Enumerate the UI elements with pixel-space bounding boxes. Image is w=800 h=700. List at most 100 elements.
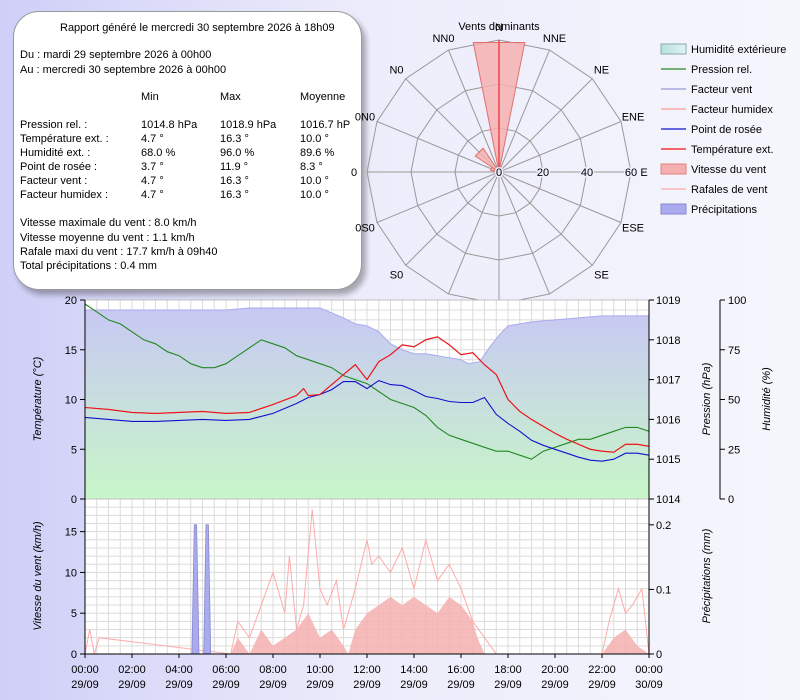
polar-direction-label-n0: N0 [389,65,403,77]
row-label-humidex: Facteur humidex : [20,189,109,201]
wind-avg-text: Vitesse moyenne du vent : 1.1 km/h [20,232,195,244]
row-avg-humidity: 89.6 % [300,147,335,159]
tick-label-humidity-100: 100 [728,295,746,307]
tick-label-pressure-1014: 1014 [656,494,680,506]
tick-label-precipitation-0-1: 0.1 [656,584,671,596]
tick-label-precipitation-0: 0 [656,649,662,661]
polar-sector-n0 [474,147,500,173]
row-avg-humidex: 10.0 ° [300,189,329,201]
polar-direction-label-s0: S0 [390,270,403,282]
polar-spoke-ne [498,78,593,173]
row-label-pressure: Pression rel. : [20,119,88,131]
tick-label-time: 10:00 [306,664,334,676]
axis-title-pressure: Pression (hPa) [701,362,713,435]
tick-label-date: 29/09 [447,679,475,691]
tick-label-wind-10: 10 [65,567,77,579]
row-max-dewpoint: 11.9 ° [220,161,249,173]
polar-spoke-nn0 [448,49,500,173]
tick-label-date: 29/09 [212,679,240,691]
tick-label-time: 20:00 [541,664,569,676]
period-to: Au : mercredi 30 septembre 2026 à 00h00 [20,64,227,76]
tick-label-temperature-5: 5 [71,444,77,456]
row-label-temperature: Température ext. : [20,133,109,145]
legend-label-vitesse-du-vent: Vitesse du vent [691,164,766,176]
col-min-header: Min [141,91,159,103]
tick-label-humidity-0: 0 [728,494,734,506]
polar-direction-label-e: E [640,167,647,179]
rain-total-text: Total précipitations : 0.4 mm [20,260,157,272]
tick-label-time: 12:00 [353,664,381,676]
row-max-windchill: 16.3 ° [220,175,249,187]
tick-label-temperature-0: 0 [71,494,77,506]
tick-label-date: 29/09 [353,679,381,691]
row-avg-dewpoint: 8.3 ° [300,161,323,173]
axis-title-temperature: Température (°C) [32,356,44,441]
row-max-humidity: 96.0 % [220,147,255,159]
tick-label-time: 18:00 [494,664,522,676]
polar-radial-tick-0: 0 [496,167,502,179]
tick-label-humidity-75: 75 [728,345,740,357]
tick-label-pressure-1017: 1017 [656,375,680,387]
col-avg-header: Moyenne [300,91,346,103]
polar-spoke-0s0 [376,171,500,223]
polar-title: Vents dominants [458,21,540,33]
polar-direction-label-nn0: NN0 [432,33,454,45]
row-label-dewpoint: Point de rosée : [20,161,98,173]
tick-label-wind-5: 5 [71,608,77,620]
tick-label-time: 14:00 [400,664,428,676]
series-area-vitesse-du-vent [85,596,649,654]
row-min-dewpoint: 3.7 ° [141,161,164,173]
tick-label-wind-15: 15 [65,527,77,539]
row-min-humidex: 4.7 ° [141,189,164,201]
tick-label-pressure-1018: 1018 [656,335,680,347]
tick-label-time: 00:00 [635,664,663,676]
polar-spoke-ese [498,171,622,223]
tick-label-time: 22:00 [588,664,616,676]
tick-label-time: 02:00 [118,664,146,676]
row-avg-windchill: 10.0 ° [300,175,329,187]
period-from: Du : mardi 29 septembre 2026 à 00h00 [20,49,212,61]
row-min-pressure: 1014.8 hPa [141,119,198,131]
polar-spoke-ss0 [448,171,500,295]
series-line-point-de-ros-e [84,379,650,462]
polar-spoke-s0 [405,171,500,266]
tick-label-date: 29/09 [71,679,99,691]
polar-direction-label-n: N [495,22,503,34]
legend-label-facteur-vent: Facteur vent [691,84,752,96]
tick-label-temperature-20: 20 [65,295,77,307]
series-line-pression-rel [84,303,650,460]
tick-label-date: 29/09 [541,679,569,691]
tick-label-time: 16:00 [447,664,475,676]
series-line-temp-rature-ext [84,336,650,453]
tick-label-date: 29/09 [400,679,428,691]
polar-direction-label-ene: ENE [622,112,645,124]
legend-label-point-de-ros-e: Point de rosée [691,124,762,136]
polar-radial-tick-40: 40 [581,167,593,179]
tick-label-temperature-15: 15 [65,345,77,357]
tick-label-wind-0: 0 [71,649,77,661]
tick-label-date: 30/09 [635,679,663,691]
report-header: Rapport généré le mercredi 30 septembre … [60,22,335,34]
polar-direction-label-ne: NE [594,65,609,77]
polar-direction-label-0n0: 0N0 [355,112,375,124]
axis-title-wind-speed: Vitesse du vent (km/h) [32,521,44,631]
tick-label-temperature-10: 10 [65,395,77,407]
legend-swatch-pr-cipitations [660,203,687,215]
tick-label-pressure-1015: 1015 [656,454,680,466]
gust-max-text: Rafale maxi du vent : 17.7 km/h à 09h40 [20,246,218,258]
polar-radial-tick-60: 60 [625,167,637,179]
row-min-windchill: 4.7 ° [141,175,164,187]
row-max-temperature: 16.3 ° [220,133,249,145]
tick-label-pressure-1019: 1019 [656,295,680,307]
polar-spoke-ene [498,121,622,173]
series-area-humidit-ext-rieure [84,307,650,500]
tick-label-time: 06:00 [212,664,240,676]
polar-direction-label-nne: NNE [543,33,566,45]
tick-label-time: 08:00 [259,664,287,676]
tick-label-time: 04:00 [165,664,193,676]
axis-title-precipitation: Précipitations (mm) [701,528,713,623]
legend-swatch-humidit-ext-rieure [660,43,687,55]
polar-spoke-sse [498,171,550,295]
